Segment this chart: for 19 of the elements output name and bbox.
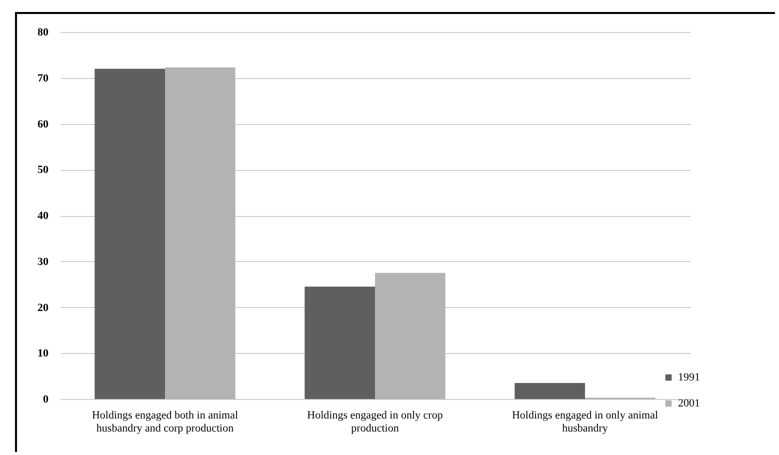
bar (514, 382, 585, 399)
y-tick-label: 80 (38, 26, 49, 38)
bar (375, 272, 446, 399)
bar (165, 67, 236, 399)
y-tick-label: 50 (38, 164, 49, 176)
x-tick-label: Holdings engaged in only crop production (307, 410, 444, 434)
y-tick-label: 0 (43, 394, 49, 406)
bar (94, 68, 165, 399)
y-tick-label: 70 (38, 72, 49, 84)
legend-label: 2001 (678, 398, 700, 410)
y-tick-label: 20 (38, 302, 49, 314)
bar (304, 286, 375, 399)
x-tick-label: Holdings engaged both in animal husbandry and corp production (92, 410, 238, 434)
y-tick-label: 60 (38, 118, 49, 130)
y-tick-label: 40 (38, 210, 49, 222)
legend-label: 1991 (678, 372, 700, 384)
y-tick-label: 10 (38, 348, 49, 360)
x-tick-label: Holdings engaged in only animal husbandry (512, 410, 658, 434)
y-tick-label: 30 (38, 256, 49, 268)
